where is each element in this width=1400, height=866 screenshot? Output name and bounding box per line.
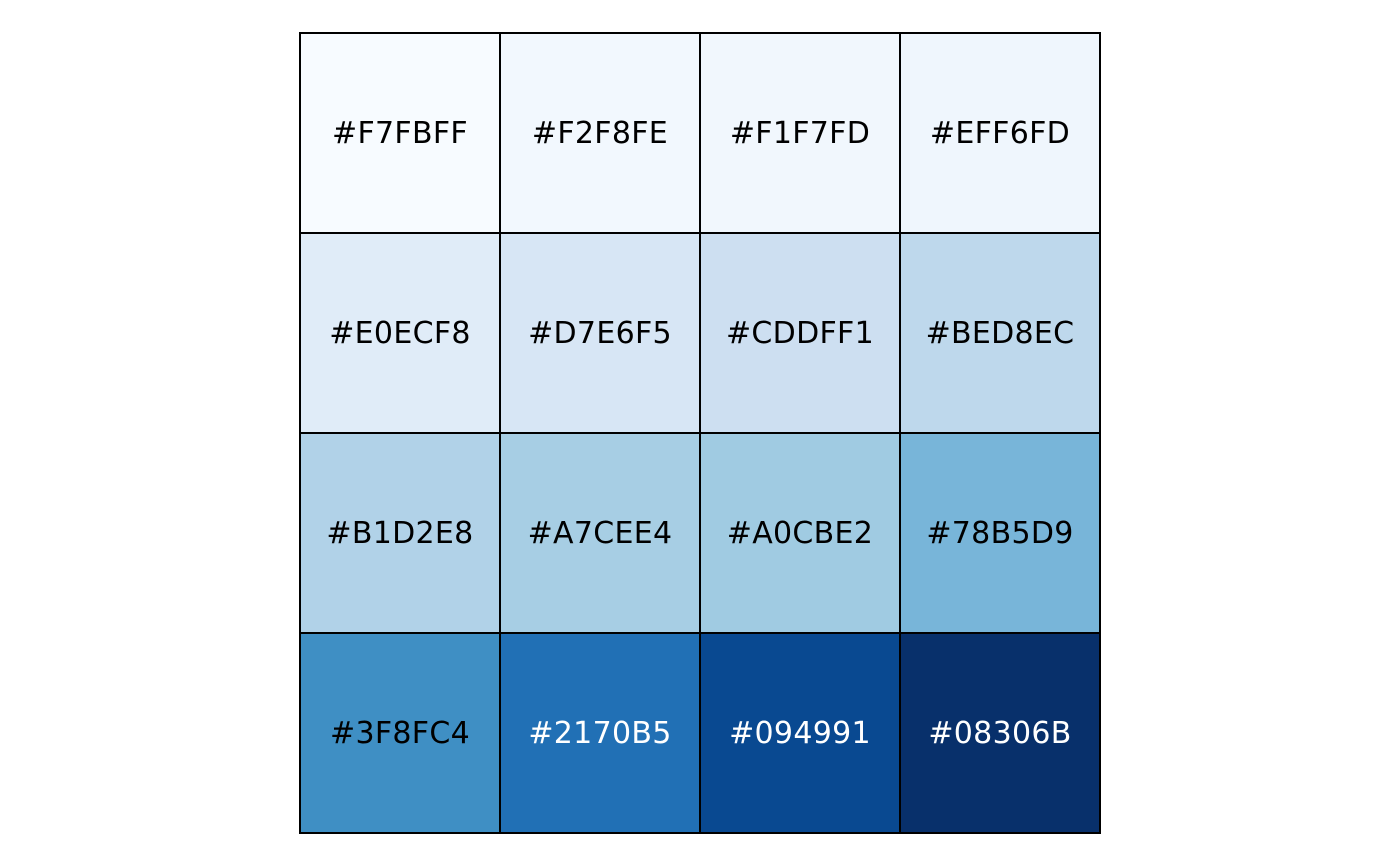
swatch-label: #D7E6F5 bbox=[528, 315, 672, 351]
color-swatch: #094991 bbox=[700, 633, 900, 833]
color-swatch: #3F8FC4 bbox=[300, 633, 500, 833]
swatch-label: #F2F8FE bbox=[531, 115, 669, 151]
swatch-label: #094991 bbox=[729, 715, 871, 751]
swatch-label: #E0ECF8 bbox=[329, 315, 471, 351]
color-swatch: #A0CBE2 bbox=[700, 433, 900, 633]
swatch-label: #BED8EC bbox=[925, 315, 1075, 351]
color-swatch: #D7E6F5 bbox=[500, 233, 700, 433]
swatch-label: #F7FBFF bbox=[332, 115, 468, 151]
color-swatch: #78B5D9 bbox=[900, 433, 1100, 633]
color-swatch: #F2F8FE bbox=[500, 33, 700, 233]
swatch-label: #3F8FC4 bbox=[330, 715, 470, 751]
swatch-label: #A7CEE4 bbox=[527, 515, 673, 551]
swatch-label: #2170B5 bbox=[528, 715, 672, 751]
swatch-label: #08306B bbox=[928, 715, 1072, 751]
color-swatch: #CDDFF1 bbox=[700, 233, 900, 433]
color-swatch: #A7CEE4 bbox=[500, 433, 700, 633]
swatch-label: #78B5D9 bbox=[926, 515, 1074, 551]
swatch-label: #CDDFF1 bbox=[726, 315, 874, 351]
color-swatch: #08306B bbox=[900, 633, 1100, 833]
color-swatch: #BED8EC bbox=[900, 233, 1100, 433]
swatch-label: #F1F7FD bbox=[729, 115, 871, 151]
swatch-label: #A0CBE2 bbox=[726, 515, 874, 551]
color-swatch: #2170B5 bbox=[500, 633, 700, 833]
color-swatch: #F7FBFF bbox=[300, 33, 500, 233]
color-swatch: #E0ECF8 bbox=[300, 233, 500, 433]
swatch-label: #B1D2E8 bbox=[326, 515, 474, 551]
swatch-label: #EFF6FD bbox=[929, 115, 1071, 151]
color-swatch: #EFF6FD bbox=[900, 33, 1100, 233]
color-swatch: #B1D2E8 bbox=[300, 433, 500, 633]
color-swatch: #F1F7FD bbox=[700, 33, 900, 233]
color-swatch-grid: #F7FBFF #F2F8FE #F1F7FD #EFF6FD #E0ECF8 #D7E6… bbox=[299, 32, 1101, 834]
